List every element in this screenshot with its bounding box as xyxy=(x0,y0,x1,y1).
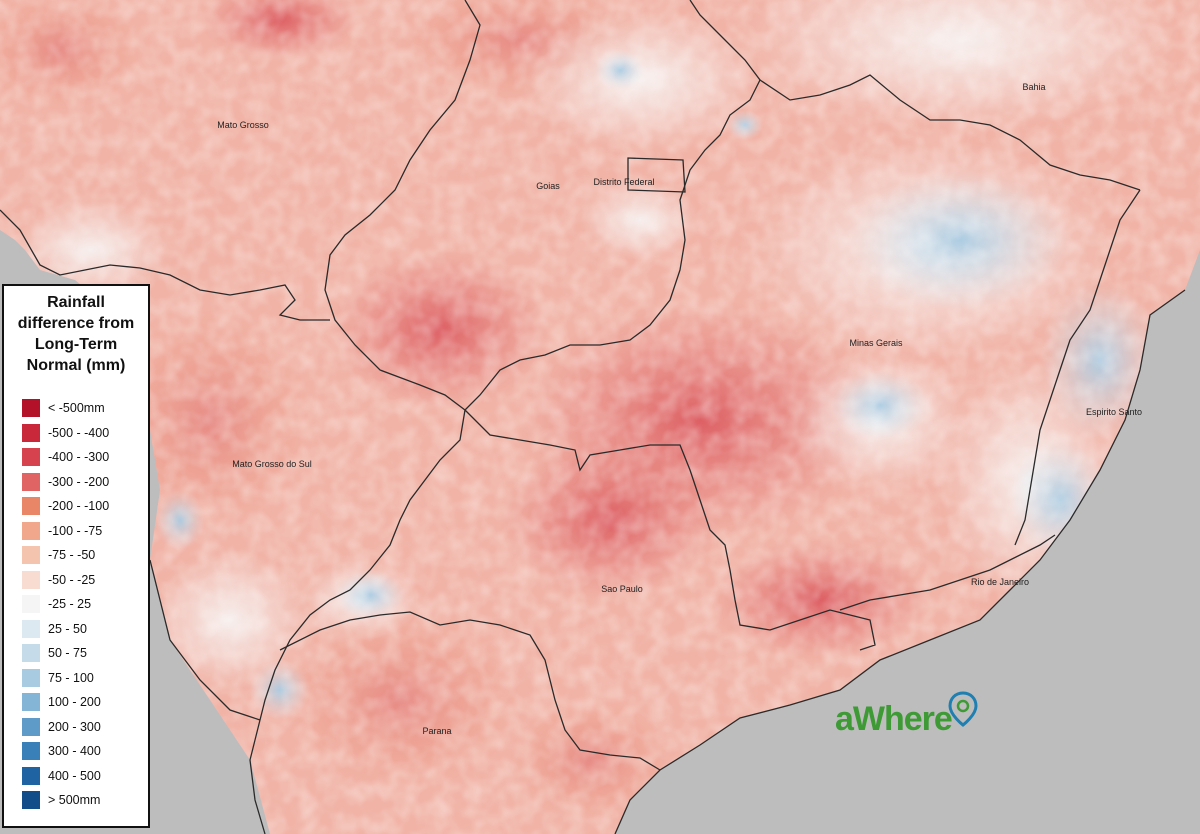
border-mg-sp xyxy=(464,409,876,651)
legend-row: -100 - -75 xyxy=(22,519,109,544)
legend-swatch xyxy=(22,448,40,467)
legend-swatch xyxy=(22,399,40,418)
legend-row: < -500mm xyxy=(22,396,109,421)
legend-items: < -500mm -500 - -400 -400 - -300 -300 - -20… xyxy=(22,396,109,813)
legend-row: > 500mm xyxy=(22,788,109,813)
legend-label: 100 - 200 xyxy=(48,695,101,710)
legend-row: 400 - 500 xyxy=(22,764,109,789)
legend-row: 50 - 75 xyxy=(22,641,109,666)
legend-swatch xyxy=(22,619,40,638)
legend-swatch xyxy=(22,668,40,687)
legend-row: -25 - 25 xyxy=(22,592,109,617)
legend-swatch xyxy=(22,546,40,565)
region-label-bahia: Bahia xyxy=(1022,82,1046,92)
legend-label: -100 - -75 xyxy=(48,523,103,538)
border-go-ba xyxy=(759,74,1141,191)
legend-row: 75 - 100 xyxy=(22,666,109,691)
region-label-distrito-federal: Distrito Federal xyxy=(593,177,655,187)
legend-title-line: Long-Term xyxy=(34,336,118,353)
legend-title: Rainfall difference from Long-Term Norma… xyxy=(4,292,148,376)
legend-row: 200 - 300 xyxy=(22,715,109,740)
legend-title-line: difference from xyxy=(17,315,135,332)
legend-label: -50 - -25 xyxy=(48,572,96,587)
legend-label: 50 - 75 xyxy=(48,646,87,661)
legend-label: < -500mm xyxy=(48,401,105,416)
legend-label: 25 - 50 xyxy=(48,621,87,636)
legend-row: -50 - -25 xyxy=(22,568,109,593)
border-ms-west xyxy=(149,559,261,721)
legend-row: -300 - -200 xyxy=(22,470,109,495)
state-borders xyxy=(0,0,1141,834)
border-mg-rj xyxy=(839,534,1056,611)
legend-row: -400 - -300 xyxy=(22,445,109,470)
legend-swatch xyxy=(22,766,40,785)
border-go-mg xyxy=(464,0,761,411)
legend-label: 75 - 100 xyxy=(48,670,94,685)
legend-label: -75 - -50 xyxy=(48,548,96,563)
legend: Rainfall difference from Long-Term Norma… xyxy=(2,284,150,828)
legend-label: 400 - 500 xyxy=(48,768,101,783)
legend-row: -500 - -400 xyxy=(22,421,109,446)
legend-label: -500 - -400 xyxy=(48,425,110,440)
region-label-rio-de-janeiro: Rio de Janeiro xyxy=(970,577,1030,587)
legend-label: -25 - 25 xyxy=(48,597,92,612)
legend-label: 200 - 300 xyxy=(48,719,101,734)
legend-swatch xyxy=(22,570,40,589)
legend-label: -300 - -200 xyxy=(48,474,110,489)
region-label-minas-gerais: Minas Gerais xyxy=(849,338,903,348)
border-pr-west xyxy=(249,719,266,834)
legend-swatch xyxy=(22,423,40,442)
coastline xyxy=(614,289,1186,834)
region-label-goias: Goias xyxy=(536,181,560,191)
location-pin-icon xyxy=(948,690,978,727)
border-sp-pr xyxy=(279,611,661,771)
region-label-sao-paulo: Sao Paulo xyxy=(601,584,643,594)
region-label-parana: Parana xyxy=(422,726,452,736)
awhere-logo: aWhere xyxy=(835,690,978,739)
legend-swatch xyxy=(22,644,40,663)
legend-swatch xyxy=(22,742,40,761)
legend-swatch xyxy=(22,791,40,810)
logo-text: aWhere xyxy=(835,700,953,738)
legend-row: 100 - 200 xyxy=(22,690,109,715)
legend-label: -200 - -100 xyxy=(48,499,110,514)
legend-swatch xyxy=(22,595,40,614)
legend-label: > 500mm xyxy=(48,793,101,808)
legend-swatch xyxy=(22,472,40,491)
legend-swatch xyxy=(22,521,40,540)
legend-label: -400 - -300 xyxy=(48,450,110,465)
legend-row: 25 - 50 xyxy=(22,617,109,642)
border-mt-ms xyxy=(0,209,330,321)
legend-swatch xyxy=(22,717,40,736)
region-label-mato-grosso-do-sul: Mato Grosso do Sul xyxy=(232,459,312,469)
border-ms-sp xyxy=(259,409,466,721)
border-df xyxy=(627,157,686,193)
border-mt-go xyxy=(324,0,481,411)
legend-title-line: Rainfall xyxy=(47,294,105,311)
legend-row: -200 - -100 xyxy=(22,494,109,519)
region-label-espirito-santo: Espirito Santo xyxy=(1085,407,1143,417)
legend-label: 300 - 400 xyxy=(48,744,101,759)
legend-title-line: Normal (mm) xyxy=(26,357,126,374)
legend-swatch xyxy=(22,497,40,516)
region-label-mato-grosso: Mato Grosso xyxy=(217,120,269,130)
legend-swatch xyxy=(22,693,40,712)
legend-row: -75 - -50 xyxy=(22,543,109,568)
legend-row: 300 - 400 xyxy=(22,739,109,764)
border-mg-es xyxy=(1014,189,1141,546)
